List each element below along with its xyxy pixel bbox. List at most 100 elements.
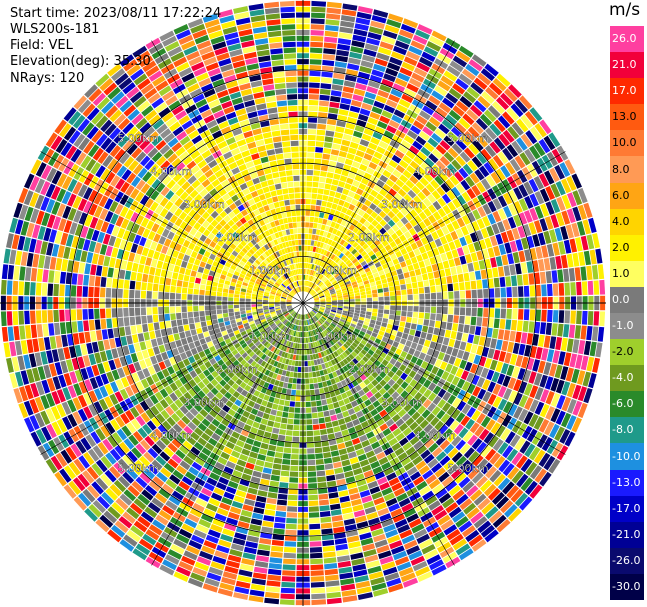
radar-gate: [442, 291, 448, 299]
radar-gate: [377, 288, 384, 293]
radar-gate: [390, 270, 398, 277]
radar-gate: [326, 367, 332, 374]
radar-gate: [566, 415, 577, 430]
radar-gate: [54, 322, 61, 336]
radar-gate: [563, 352, 572, 367]
radar-gate: [344, 278, 350, 283]
radar-gate: [485, 86, 499, 100]
radar-gate: [443, 353, 451, 363]
radar-gate: [48, 270, 55, 283]
radar-gate: [467, 160, 478, 172]
radar-gate: [274, 416, 282, 423]
radar-gate: [386, 396, 395, 405]
radar-gate: [372, 400, 381, 408]
radar-gate: [498, 459, 511, 473]
radar-gate: [453, 239, 462, 249]
radar-gate: [482, 203, 492, 215]
radar-gate: [349, 239, 356, 246]
radar-gate: [312, 270, 316, 277]
radar-gate: [550, 378, 560, 392]
radar-gate: [473, 77, 488, 90]
radar-gate: [314, 301, 320, 303]
radar-gate: [326, 303, 332, 306]
radar-gate: [337, 299, 343, 302]
radar-gate: [286, 389, 292, 395]
radar-gate: [103, 339, 111, 350]
radar-gate: [347, 316, 353, 321]
radar-gate: [30, 310, 36, 324]
radar-gate: [307, 281, 310, 287]
radar-gate: [320, 516, 332, 523]
radar-gate: [467, 434, 478, 446]
radar-gate: [363, 280, 370, 285]
radar-gate: [546, 349, 555, 363]
radar-gate: [502, 129, 515, 143]
radar-gate: [523, 181, 534, 195]
radar-gate: [406, 431, 416, 441]
radar-gate: [441, 193, 451, 204]
radar-gate: [349, 304, 355, 307]
radar-gate: [341, 327, 347, 333]
radar-gate: [466, 86, 480, 99]
radar-gate: [370, 189, 379, 198]
radar-gate: [282, 411, 289, 418]
radar-gate: [349, 255, 356, 262]
radar-gate: [350, 278, 356, 283]
radar-gate: [439, 140, 451, 151]
radar-gate: [328, 226, 334, 233]
radar-gate: [334, 132, 344, 139]
radar-gate: [392, 83, 406, 93]
radar-gate: [313, 295, 319, 299]
radar-gate: [467, 467, 480, 480]
radar-gate: [323, 256, 328, 262]
radar-gate: [452, 489, 465, 501]
radar-gate: [328, 245, 334, 252]
radar-gate: [404, 231, 412, 239]
radar-gate: [311, 199, 317, 205]
radar-gate: [319, 423, 326, 430]
radar-gate: [12, 280, 19, 295]
radar-gate: [12, 311, 19, 326]
radar-gate: [340, 329, 346, 335]
radar-gate: [576, 370, 586, 385]
radar-gate: [426, 41, 442, 52]
radar-gate: [330, 311, 336, 315]
radar-gate: [506, 448, 519, 462]
radar-gate: [346, 363, 352, 370]
radar-gate: [332, 271, 338, 277]
radar-gate: [332, 300, 338, 303]
radar-gate: [324, 264, 329, 270]
radar-gate: [375, 223, 383, 231]
radar-gate: [295, 355, 299, 361]
radar-gate: [129, 280, 136, 290]
radar-gate: [372, 297, 378, 301]
radar-gate: [326, 13, 341, 20]
radar-gate: [305, 286, 307, 292]
radar-gate: [428, 382, 437, 392]
radar-gate: [572, 384, 582, 400]
radar-gate: [303, 274, 306, 280]
radar-gate: [566, 383, 576, 398]
radar-gate: [97, 340, 105, 352]
radar-gate: [437, 208, 447, 218]
radar-gate: [363, 128, 374, 136]
radar-gate: [346, 270, 352, 276]
radar-gate: [254, 560, 269, 568]
radar-gate: [383, 73, 396, 83]
radar-gate: [493, 119, 506, 133]
radar-gate: [386, 19, 402, 29]
radar-gate: [415, 29, 430, 40]
radar-gate: [523, 309, 530, 321]
radar-gate: [544, 376, 554, 390]
radar-gate: [497, 398, 508, 411]
radar-gate: [83, 274, 90, 286]
radar-gate: [279, 482, 289, 489]
radar-gate: [280, 587, 295, 594]
radar-gate: [326, 265, 331, 271]
radar-gate: [307, 152, 315, 158]
radar-gate: [348, 57, 361, 65]
radar-gate: [338, 418, 346, 426]
radar-gate: [210, 291, 217, 296]
radar-gate: [400, 381, 409, 390]
radar-gate: [561, 381, 571, 396]
